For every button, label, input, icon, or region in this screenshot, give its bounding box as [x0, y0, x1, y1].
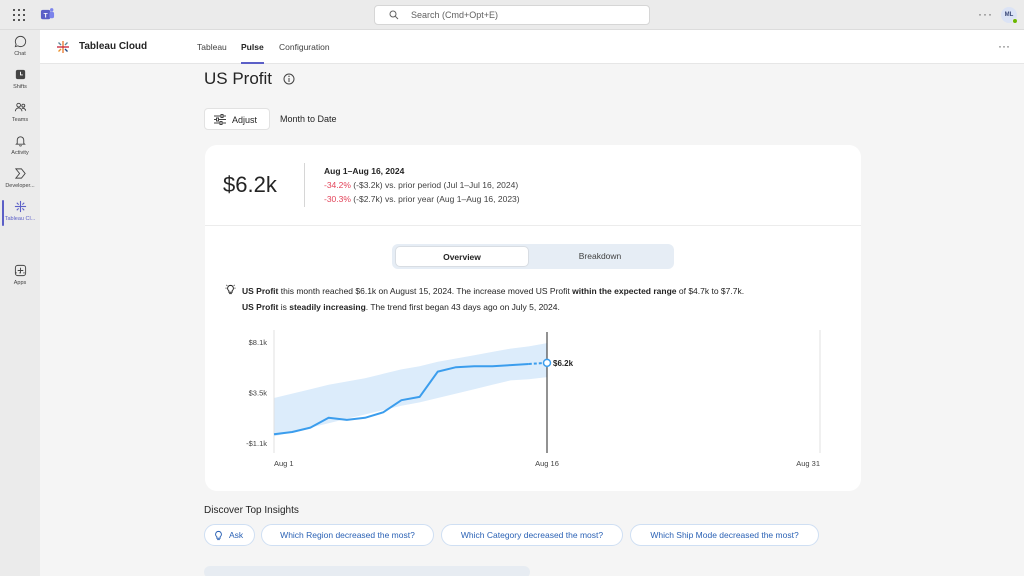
insight-emphasis: within the expected range — [572, 286, 677, 296]
question-chip-region[interactable]: Which Region decreased the most? — [261, 524, 434, 546]
insight-text: is — [278, 302, 290, 312]
page-title: US Profit — [204, 69, 273, 88]
metric-card: $6.2k Aug 1–Aug 16, 2024 -34.2% (-$3.2k)… — [205, 145, 861, 491]
top-bar: T Search (Cmd+Opt+E) ··· ML — [0, 0, 1024, 30]
search-placeholder: Search (Cmd+Opt+E) — [411, 10, 499, 20]
overview-tab[interactable]: Overview — [395, 246, 529, 267]
comparison-prior-period: -34.2% (-$3.2k) vs. prior period (Jul 1–… — [324, 180, 518, 190]
developer-icon — [14, 168, 26, 179]
search-input[interactable]: Search (Cmd+Opt+E) — [374, 5, 650, 25]
more-options-icon[interactable]: ··· — [978, 7, 993, 21]
shifts-icon — [15, 69, 25, 80]
rail-item-apps[interactable]: Apps — [0, 264, 40, 296]
rail-item-shifts[interactable]: Shifts — [0, 68, 40, 100]
chat-icon — [14, 35, 26, 48]
rail-item-teams[interactable]: Teams — [0, 101, 40, 133]
presence-available-icon — [1012, 18, 1018, 24]
expected-range-band — [274, 343, 547, 437]
tableau-icon — [14, 200, 26, 213]
app-header: Tableau Cloud Tableau Pulse Configuratio… — [40, 30, 1024, 64]
tab-pulse[interactable]: Pulse — [241, 42, 264, 64]
avatar[interactable]: ML — [1001, 7, 1018, 24]
plus-icon — [14, 264, 26, 277]
adjust-button[interactable]: Adjust — [204, 108, 270, 130]
teams-icon — [14, 102, 26, 112]
search-icon — [389, 10, 399, 20]
date-range: Aug 1–Aug 16, 2024 — [324, 166, 405, 176]
x-tick-label: Aug 1 — [274, 459, 294, 468]
divider — [205, 225, 861, 226]
divider — [304, 163, 305, 207]
lightbulb-icon — [225, 284, 236, 295]
sliders-icon — [214, 114, 226, 125]
breakdown-tab[interactable]: Breakdown — [578, 251, 622, 261]
lightbulb-icon — [215, 530, 222, 541]
comparison-text: (-$3.2k) vs. prior period (Jul 1–Jul 16,… — [350, 180, 519, 190]
comparison-pct: -34.2% — [324, 180, 351, 190]
comparison-text: (-$2.7k) vs. prior year (Aug 1–Aug 16, 2… — [350, 194, 520, 204]
tab-tableau[interactable]: Tableau — [197, 42, 227, 52]
app-name: Tableau Cloud — [79, 41, 148, 52]
series-line — [273, 363, 529, 436]
info-icon[interactable] — [283, 73, 295, 85]
svg-text:T: T — [44, 12, 48, 19]
insight-line-1: US Profit this month reached $6.1k on Au… — [242, 286, 744, 296]
question-chip-ship-mode[interactable]: Which Ship Mode decreased the most? — [630, 524, 819, 546]
period-label: Month to Date — [280, 114, 337, 124]
app-launcher-icon[interactable] — [13, 9, 25, 21]
loading-placeholder — [204, 566, 530, 576]
y-tick-label: $8.1k — [249, 338, 268, 347]
rail-item-developer[interactable]: Developer... — [0, 167, 40, 199]
left-rail: Chat Shifts Teams Activity Developer... … — [0, 30, 40, 576]
y-tick-label: $3.5k — [249, 389, 268, 398]
teams-logo-icon: T — [40, 8, 55, 19]
current-value-label: $6.2k — [553, 359, 574, 368]
tab-configuration[interactable]: Configuration — [279, 42, 330, 52]
insight-text: . The trend first began 43 days ago on J… — [365, 302, 560, 312]
x-tick-label: Aug 16 — [535, 459, 559, 468]
ask-button[interactable]: Ask — [204, 524, 255, 546]
app-more-options-icon[interactable]: ··· — [998, 39, 1010, 53]
rail-item-tableau-cloud[interactable]: Tableau Cl... — [0, 200, 40, 232]
bell-icon — [14, 136, 26, 147]
question-chip-category[interactable]: Which Category decreased the most? — [441, 524, 623, 546]
insight-line-2: US Profit is steadily increasing. The tr… — [242, 302, 560, 312]
metric-name: US Profit — [242, 286, 279, 296]
insight-text: of $4.7k to $7.7k. — [676, 286, 745, 296]
y-tick-label: -$1.1k — [246, 439, 267, 448]
current-point — [542, 358, 552, 368]
comparison-prior-year: -30.3% (-$2.7k) vs. prior year (Aug 1–Au… — [324, 194, 520, 204]
metric-name: US Profit — [242, 302, 279, 312]
comparison-pct: -30.3% — [324, 194, 351, 204]
view-toggle: Overview Breakdown — [392, 244, 674, 269]
insight-emphasis: steadily increasing — [289, 302, 366, 312]
rail-item-activity[interactable]: Activity — [0, 134, 40, 166]
discover-title: Discover Top Insights — [204, 505, 299, 516]
avatar-initials: ML — [1004, 12, 1014, 18]
metric-value: $6.2k — [223, 172, 277, 197]
insight-text: this month reached $6.1k on August 15, 2… — [278, 286, 573, 296]
adjust-label: Adjust — [232, 115, 258, 125]
tableau-logo-icon — [57, 41, 69, 53]
x-tick-label: Aug 31 — [796, 459, 820, 468]
rail-item-chat[interactable]: Chat — [0, 35, 40, 67]
profit-trend-chart: $8.1k $3.5k -$1.1k $6.2k Aug 1 Aug 16 Aug 31 — [246, 330, 821, 468]
ask-label: Ask — [229, 530, 244, 540]
